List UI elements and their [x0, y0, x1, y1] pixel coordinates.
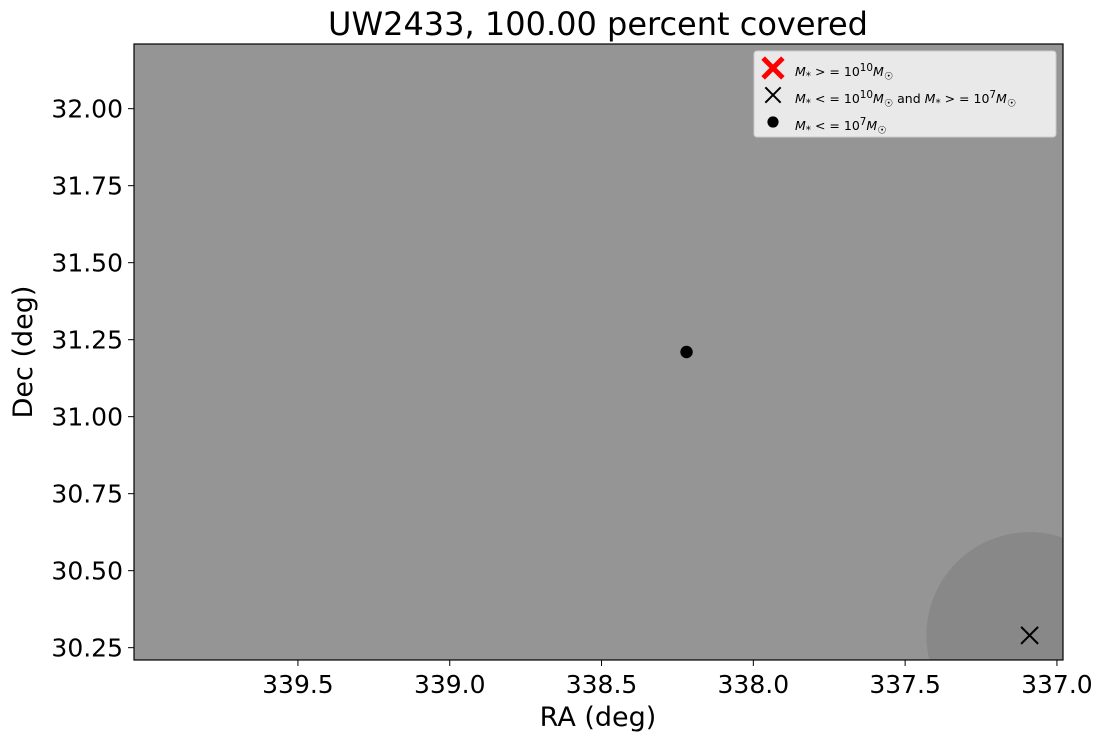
- y-tick-label: 30.50: [51, 557, 123, 586]
- legend-label: M* < = 107M☉: [795, 116, 887, 134]
- y-tick-label: 30.25: [51, 634, 123, 663]
- x-axis-label: RA (deg): [540, 702, 657, 733]
- coverage-circle: [926, 532, 1063, 660]
- legend-box: [753, 50, 1057, 138]
- x-axis: 339.5 339.0 338.5 338.0 337.5 337.0: [262, 660, 1093, 699]
- y-axis-label: Dec (deg): [8, 286, 39, 419]
- x-tick-label: 339.0: [414, 670, 486, 699]
- x-tick-label: 337.0: [1021, 670, 1093, 699]
- legend-marker: [767, 116, 779, 128]
- y-axis: 30.25 30.50 30.75 31.00 31.25 31.50 31.75 32.00: [51, 95, 134, 663]
- legend-label: M* < = 1010M☉ and M* > = 107M☉: [795, 89, 1016, 107]
- y-tick-label: 31.75: [51, 172, 123, 201]
- x-tick-label: 338.5: [566, 670, 638, 699]
- legend-marker: [764, 86, 782, 104]
- legend-label: M* > = 1010M☉: [795, 62, 893, 80]
- y-tick-label: 31.50: [51, 249, 123, 278]
- x-tick-label: 338.0: [718, 670, 790, 699]
- plot-area: [134, 44, 1063, 660]
- data-point: [680, 345, 693, 359]
- legend: M* > = 1010M☉ M* < = 1010M☉ and M* > = 10…: [753, 50, 1057, 138]
- data-point: [1020, 626, 1039, 645]
- x-tick-label: 339.5: [262, 670, 334, 699]
- chart-title: UW2433, 100.00 percent covered: [328, 5, 868, 43]
- y-tick-label: 31.00: [51, 403, 123, 432]
- y-tick-label: 31.25: [51, 326, 123, 355]
- y-tick-label: 30.75: [51, 480, 123, 509]
- x-tick-label: 337.5: [869, 670, 941, 699]
- plot-frame: [133, 43, 1064, 661]
- y-tick-label: 32.00: [51, 95, 123, 124]
- legend-marker: [761, 56, 785, 80]
